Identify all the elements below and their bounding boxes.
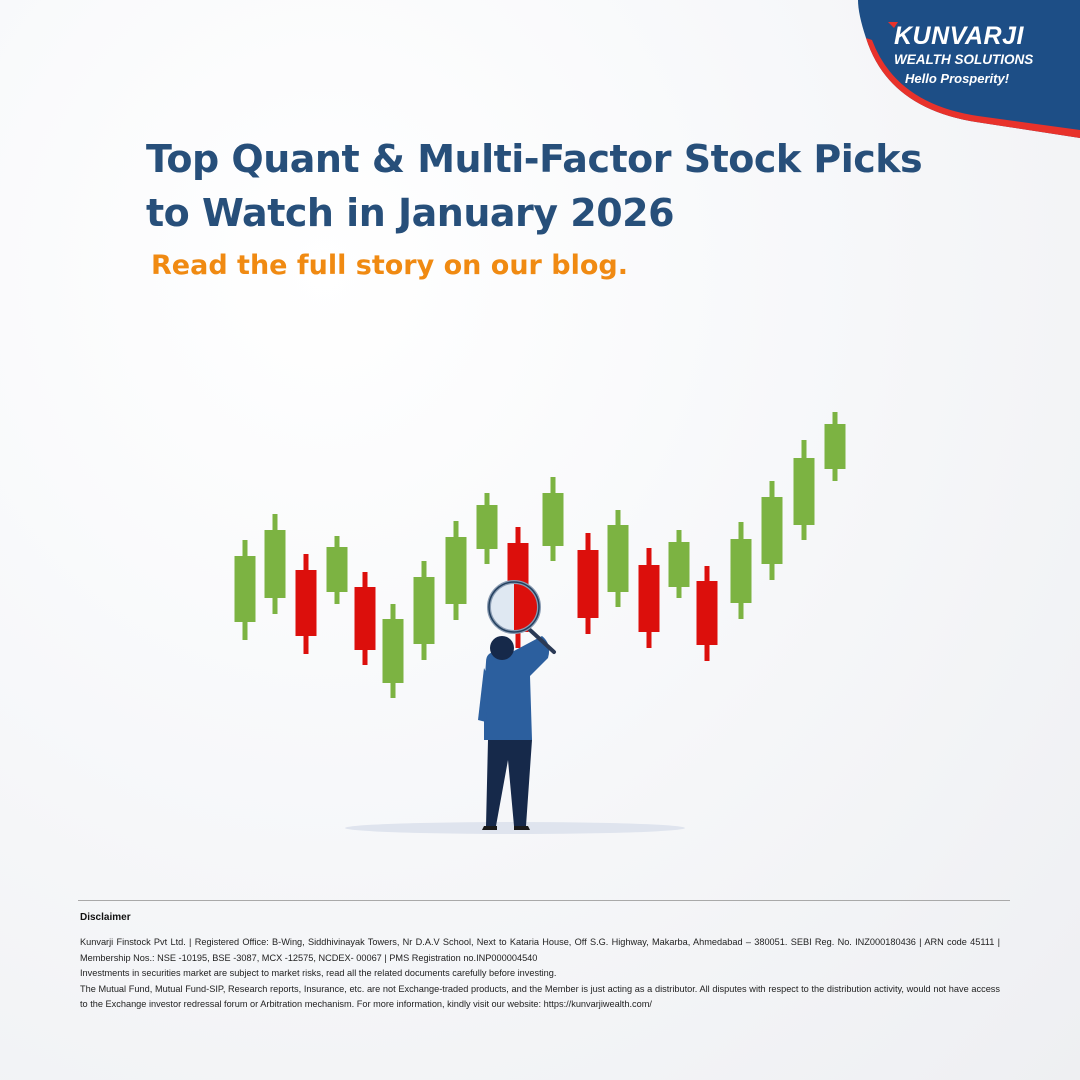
logo-brand-text: KUNVARJI [894, 22, 1024, 50]
candle-body [607, 525, 629, 592]
logo-subtitle: WEALTH SOLUTIONS [894, 52, 1034, 67]
candle-body [824, 424, 846, 469]
candle-up [761, 481, 783, 580]
businessman-figure [478, 610, 556, 830]
left-arm [478, 668, 490, 722]
logo-tagline: Hello Prosperity! [905, 71, 1010, 86]
jacket [484, 636, 550, 740]
candle-down [577, 533, 599, 634]
candle-up [326, 536, 348, 604]
disclaimer-body: Kunvarji Finstock Pvt Ltd. | Registered … [80, 935, 1000, 1013]
magnifying-glass-icon [487, 580, 541, 634]
candle-body [413, 577, 435, 644]
trousers [486, 740, 532, 826]
candle-up [382, 604, 404, 698]
candle-body [354, 587, 376, 650]
candle-body [668, 542, 690, 587]
disclaimer-distributor: The Mutual Fund, Mutual Fund-SIP, Resear… [80, 983, 1000, 1010]
candle-body [761, 497, 783, 564]
candle-up [730, 522, 752, 619]
candle-up [445, 521, 467, 620]
candle-down [295, 554, 317, 654]
candle-up [607, 510, 629, 607]
disclaimer-divider [78, 900, 1010, 901]
candle-body [295, 570, 317, 636]
title-line-1: Top Quant & Multi-Factor Stock Picks [146, 137, 923, 181]
candle-down [696, 566, 718, 661]
disclaimer-risk: Investments in securities market are sub… [80, 968, 557, 978]
candle-body [793, 458, 815, 525]
candle-up [476, 493, 498, 564]
candle-body [445, 537, 467, 604]
head [490, 636, 514, 660]
candle-body [326, 547, 348, 592]
candle-up [234, 540, 256, 640]
candle-body [638, 565, 660, 632]
candle-up [542, 477, 564, 561]
disclaimer-registration: Kunvarji Finstock Pvt Ltd. | Registered … [80, 937, 1000, 963]
candle-body [382, 619, 404, 683]
candle-down [638, 548, 660, 648]
candle-body [234, 556, 256, 622]
candle-up [824, 412, 846, 481]
candle-body [476, 505, 498, 549]
brand-logo[interactable]: KUNVARJI WEALTH SOLUTIONS Hello Prosperi… [858, 0, 1080, 138]
candle-body [542, 493, 564, 546]
candle-body [730, 539, 752, 603]
magnifier-handle [528, 628, 556, 654]
blog-cta[interactable]: Read the full story on our blog. [151, 250, 628, 281]
candle-up [793, 440, 815, 540]
candle-up [668, 530, 690, 598]
candle-down [354, 572, 376, 665]
page-title: Top Quant & Multi-Factor Stock Picks to … [146, 132, 923, 240]
right-shoe [514, 826, 530, 830]
candle-body [696, 581, 718, 645]
logo-badge-shape [858, 0, 1080, 138]
disclaimer-title: Disclaimer [80, 912, 131, 923]
left-shoe [482, 826, 497, 830]
candle-body [264, 530, 286, 598]
candle-up [413, 561, 435, 660]
title-line-2: to Watch in January 2026 [146, 191, 675, 235]
candle-up [264, 514, 286, 614]
candle-body [577, 550, 599, 618]
